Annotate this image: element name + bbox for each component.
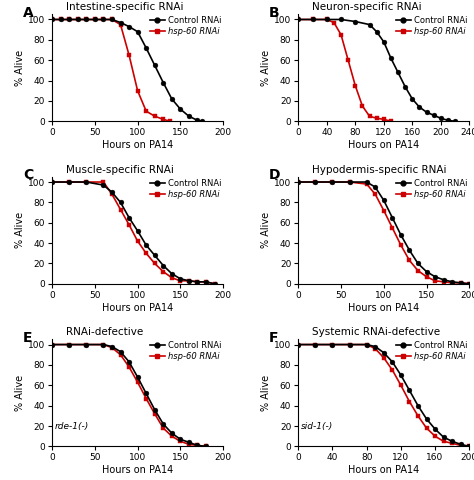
X-axis label: Hours on PA14: Hours on PA14 [102, 140, 173, 150]
Legend: Control RNAi, hsp-60 RNAi: Control RNAi, hsp-60 RNAi [396, 341, 467, 361]
Y-axis label: % Alive: % Alive [261, 375, 271, 411]
Legend: Control RNAi, hsp-60 RNAi: Control RNAi, hsp-60 RNAi [150, 179, 221, 199]
Legend: Control RNAi, hsp-60 RNAi: Control RNAi, hsp-60 RNAi [150, 341, 221, 361]
Text: A: A [23, 6, 34, 20]
X-axis label: Hours on PA14: Hours on PA14 [348, 302, 419, 312]
Text: Hypodermis-specific RNAi: Hypodermis-specific RNAi [312, 165, 447, 175]
X-axis label: Hours on PA14: Hours on PA14 [348, 465, 419, 475]
X-axis label: Hours on PA14: Hours on PA14 [102, 302, 173, 312]
Text: rde-1(-): rde-1(-) [55, 422, 89, 431]
Text: Muscle-specific RNAi: Muscle-specific RNAi [66, 165, 173, 175]
Text: Neuron-specific RNAi: Neuron-specific RNAi [312, 2, 421, 12]
Text: Intestine-specific RNAi: Intestine-specific RNAi [66, 2, 183, 12]
X-axis label: Hours on PA14: Hours on PA14 [348, 140, 419, 150]
Legend: Control RNAi, hsp-60 RNAi: Control RNAi, hsp-60 RNAi [396, 179, 467, 199]
Text: RNAi-defective: RNAi-defective [66, 327, 143, 337]
Y-axis label: % Alive: % Alive [261, 212, 271, 249]
Legend: Control RNAi, hsp-60 RNAi: Control RNAi, hsp-60 RNAi [150, 16, 221, 36]
Text: F: F [269, 331, 279, 345]
Text: C: C [23, 168, 33, 182]
Text: D: D [269, 168, 281, 182]
Legend: Control RNAi, hsp-60 RNAi: Control RNAi, hsp-60 RNAi [396, 16, 467, 36]
Text: sid-1(-): sid-1(-) [301, 422, 333, 431]
Text: B: B [269, 6, 280, 20]
Text: Systemic RNAi-defective: Systemic RNAi-defective [312, 327, 440, 337]
Text: E: E [23, 331, 33, 345]
Y-axis label: % Alive: % Alive [15, 212, 25, 249]
Y-axis label: % Alive: % Alive [15, 50, 25, 86]
Y-axis label: % Alive: % Alive [15, 375, 25, 411]
Y-axis label: % Alive: % Alive [261, 50, 271, 86]
X-axis label: Hours on PA14: Hours on PA14 [102, 465, 173, 475]
